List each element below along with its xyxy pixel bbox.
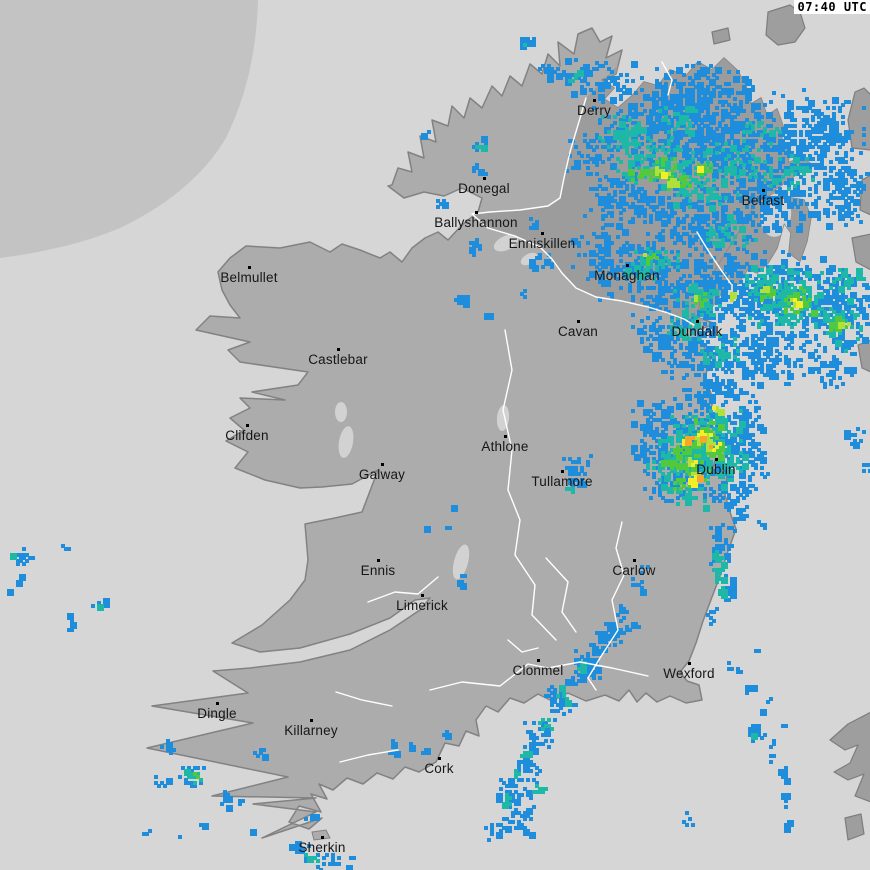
city-label: Belfast	[741, 193, 785, 208]
city-dot	[381, 463, 384, 466]
city-dot	[633, 559, 636, 562]
city-dot	[310, 719, 313, 722]
shannon-line	[502, 329, 557, 641]
city-dot	[626, 264, 629, 267]
city-dot	[337, 348, 340, 351]
city-label: Enniskillen	[508, 236, 576, 251]
city-dot	[715, 458, 718, 461]
city-label: Galway	[358, 467, 406, 482]
city-dot	[762, 189, 765, 192]
city-dot	[248, 266, 251, 269]
timestamp: 07:40 UTC	[794, 0, 870, 14]
city-label: Ennis	[360, 563, 396, 578]
city-dot	[246, 424, 249, 427]
city-label: Dingle	[197, 706, 237, 721]
city-dot	[483, 177, 486, 180]
city-dot	[504, 435, 507, 438]
city-dot	[377, 559, 380, 562]
city-dot	[561, 470, 564, 473]
radar-range-ring-arc	[696, 231, 732, 285]
city-label: Clonmel	[512, 663, 564, 678]
city-label: Dundalk	[671, 324, 723, 339]
river-line-suir	[545, 557, 577, 633]
city-label: Belmullet	[220, 270, 278, 285]
county-line-carlow	[587, 521, 625, 691]
county-line-south	[429, 661, 649, 691]
city-dot	[421, 594, 424, 597]
river-line-limerick	[367, 576, 439, 603]
city-dot	[475, 211, 478, 214]
city-label: Castlebar	[308, 352, 368, 367]
city-label: Ballyshannon	[434, 215, 518, 230]
city-dot	[321, 836, 324, 839]
city-dot	[688, 662, 691, 665]
city-label: Carlow	[612, 563, 656, 578]
city-dot	[696, 320, 699, 323]
city-dot	[216, 702, 219, 705]
city-label: Cork	[424, 761, 454, 776]
city-label: Monaghan	[594, 268, 660, 283]
city-label: Cavan	[557, 324, 599, 339]
city-label: Donegal	[458, 181, 510, 196]
city-label: Derry	[577, 103, 611, 118]
city-dot	[438, 757, 441, 760]
city-dot	[577, 320, 580, 323]
city-label: Clifden	[225, 428, 269, 443]
city-label: Sherkin	[298, 840, 346, 855]
border-line-northeast	[661, 61, 673, 96]
county-line-clonmel	[507, 639, 539, 653]
city-label: Dublin	[696, 462, 736, 477]
city-label: Wexford	[663, 666, 715, 681]
city-label: Athlone	[481, 439, 529, 454]
city-dot	[541, 232, 544, 235]
ni-border-line	[471, 97, 695, 326]
county-line-kerry-south	[339, 749, 399, 763]
city-label: Limerick	[396, 598, 448, 613]
county-line-kerry-north	[335, 691, 393, 707]
city-dot	[537, 659, 540, 662]
city-dot	[593, 99, 596, 102]
city-label: Tullamore	[531, 474, 593, 489]
city-label: Killarney	[284, 723, 338, 738]
